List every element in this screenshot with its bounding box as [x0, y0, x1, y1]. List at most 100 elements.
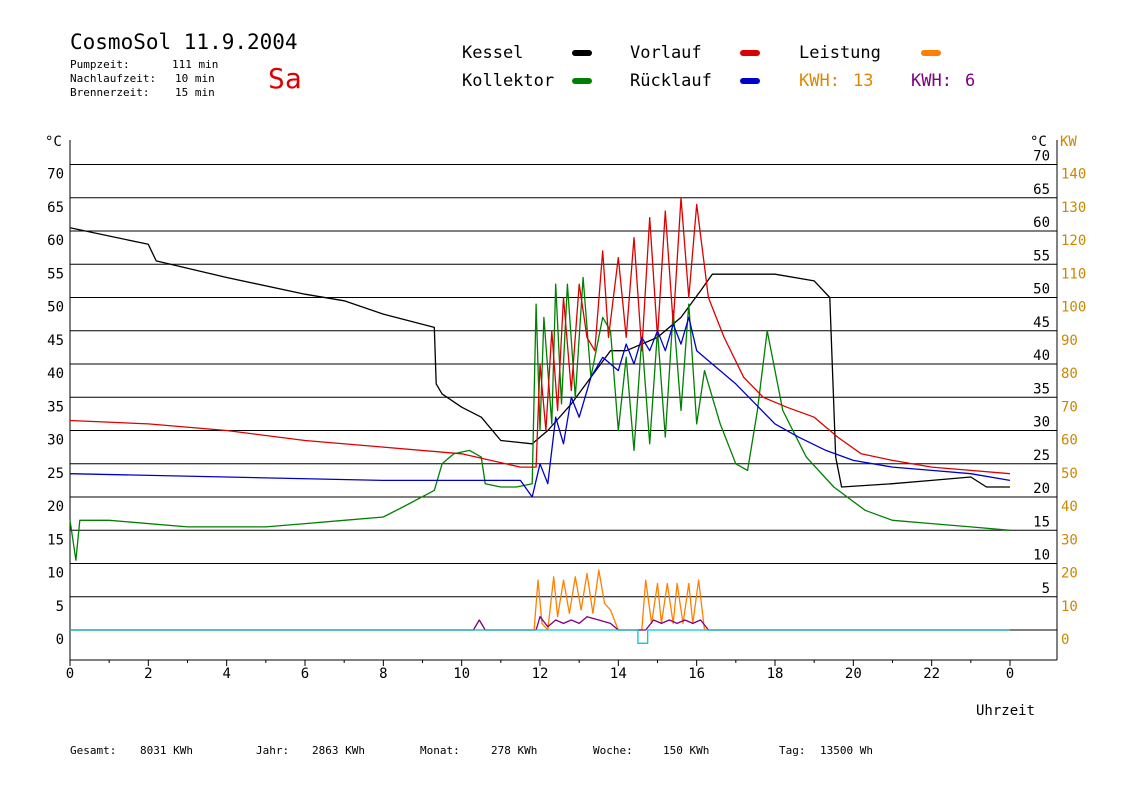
legend-kollektor-label: Kollektor	[462, 71, 555, 91]
legend-kwh-purple-label: KWH:	[911, 71, 952, 91]
stat-brennerzeit-label: Brennerzeit:	[70, 86, 150, 99]
series-line-leistung	[70, 569, 1010, 631]
y-right2-unit: KW	[1060, 134, 1077, 150]
footer-monat-label: Monat:	[420, 744, 460, 757]
stat-pumpzeit-value: 111 min	[172, 58, 219, 71]
y-right-tick-label: 40	[1033, 348, 1050, 364]
legend-ruecklauf-swatch	[740, 78, 760, 84]
legend-leistung-label: Leistung	[799, 43, 881, 63]
x-tick-label: 6	[301, 666, 309, 682]
x-tick-label: 18	[767, 666, 784, 682]
series-line-pumpe	[70, 629, 1010, 644]
y-right-unit: °C	[1030, 134, 1047, 150]
y-right-tick-label: 25	[1033, 448, 1050, 464]
stat-nachlaufzeit-value: 10 min	[175, 72, 215, 85]
y-right2-tick-label: 50	[1061, 466, 1078, 482]
footer-jahr-label: Jahr:	[256, 744, 290, 757]
x-tick-label: 20	[845, 666, 862, 682]
y-left-tick-label: 50	[47, 300, 64, 316]
y-right-tick-label: 20	[1033, 481, 1050, 497]
y-right2-tick-label: 100	[1061, 300, 1086, 316]
y-right-tick-label: 60	[1033, 215, 1050, 231]
y-right-tick-label: 65	[1033, 182, 1050, 198]
x-tick-label: 0	[1006, 666, 1014, 682]
footer-jahr-value: 2863 KWh	[312, 744, 365, 757]
y-right-tick-label: 30	[1033, 415, 1050, 431]
series-line-kessel	[69, 227, 1010, 488]
legend-kwh-orange-value: 13	[853, 71, 874, 91]
y-right2-tick-label: 80	[1061, 366, 1078, 382]
footer-tag-label: Tag:	[779, 744, 806, 757]
legend-kollektor-swatch	[572, 78, 592, 84]
x-tick-label: 4	[222, 666, 230, 682]
legend-leistung-swatch	[921, 50, 941, 56]
y-left-tick-label: 40	[47, 366, 64, 382]
chart-title: CosmoSol 11.9.2004	[70, 30, 298, 54]
y-right2-tick-label: 120	[1061, 233, 1086, 249]
y-right2-tick-label: 30	[1061, 532, 1078, 548]
y-left-tick-label: 60	[47, 233, 64, 249]
x-axis-label: Uhrzeit	[976, 703, 1035, 719]
legend-vorlauf-label: Vorlauf	[630, 43, 702, 63]
y-left-tick-label: 25	[47, 466, 64, 482]
y-right-tick-label: 55	[1033, 248, 1050, 264]
y-right2-tick-label: 70	[1061, 399, 1078, 415]
series-line-r-cklauf	[69, 316, 1011, 498]
y-right-tick-label: 70	[1033, 149, 1050, 165]
legend-kwh-purple-value: 6	[965, 71, 976, 91]
footer-monat-value: 278 KWh	[491, 744, 538, 757]
legend-kessel-swatch	[572, 50, 592, 56]
y-right2-tick-label: 10	[1061, 599, 1078, 615]
footer-woche-label: Woche:	[593, 744, 633, 757]
y-left-tick-label: 45	[47, 333, 64, 349]
stat-nachlaufzeit-label: Nachlaufzeit:	[70, 72, 157, 85]
y-right-tick-label: 35	[1033, 381, 1050, 397]
y-left-tick-label: 10	[47, 566, 64, 582]
y-left-unit: °C	[45, 134, 62, 150]
y-right-tick-label: 5	[1042, 581, 1050, 597]
y-right2-tick-label: 90	[1061, 333, 1078, 349]
stat-brennerzeit-value: 15 min	[175, 86, 215, 99]
footer-gesamt-label: Gesamt:	[70, 744, 117, 757]
y-left-tick-label: 55	[47, 266, 64, 282]
x-tick-label: 2	[144, 666, 152, 682]
footer-woche-value: 150 KWh	[663, 744, 710, 757]
series-line-vorlauf	[69, 197, 1011, 475]
y-right2-tick-label: 0	[1061, 632, 1069, 648]
y-left-tick-label: 30	[47, 433, 64, 449]
legend-kwh-orange-label: KWH:	[799, 71, 840, 91]
series-line-kollektor	[69, 276, 1011, 561]
x-tick-label: 14	[610, 666, 627, 682]
x-tick-label: 8	[379, 666, 387, 682]
y-right-tick-label: 10	[1033, 548, 1050, 564]
y-left-tick-label: 35	[47, 399, 64, 415]
y-left-tick-label: 20	[47, 499, 64, 515]
x-tick-label: 16	[688, 666, 705, 682]
y-left-tick-label: 15	[47, 532, 64, 548]
y-right2-tick-label: 40	[1061, 499, 1078, 515]
y-right2-tick-label: 60	[1061, 433, 1078, 449]
y-right-tick-label: 50	[1033, 282, 1050, 298]
x-tick-label: 10	[453, 666, 470, 682]
y-right2-tick-label: 130	[1061, 200, 1086, 216]
y-left-tick-label: 5	[56, 599, 64, 615]
legend-ruecklauf-label: Rücklauf	[630, 71, 712, 91]
stat-pumpzeit-label: Pumpzeit:	[70, 58, 130, 71]
day-label: Sa	[268, 62, 302, 95]
y-right2-tick-label: 140	[1061, 167, 1086, 183]
footer-gesamt-value: 8031 KWh	[140, 744, 193, 757]
x-tick-label: 12	[532, 666, 549, 682]
y-right2-tick-label: 110	[1061, 266, 1086, 282]
footer-tag-value: 13500 Wh	[820, 744, 873, 757]
legend-kessel-label: Kessel	[462, 43, 524, 63]
legend-vorlauf-swatch	[740, 50, 760, 56]
y-left-tick-label: 65	[47, 200, 64, 216]
y-right2-tick-label: 20	[1061, 566, 1078, 582]
y-right-tick-label: 15	[1033, 514, 1050, 530]
x-tick-label: 0	[66, 666, 74, 682]
series-line-leistung2	[70, 616, 1010, 631]
y-right-tick-label: 45	[1033, 315, 1050, 331]
x-tick-label: 22	[923, 666, 940, 682]
y-left-tick-label: 0	[56, 632, 64, 648]
